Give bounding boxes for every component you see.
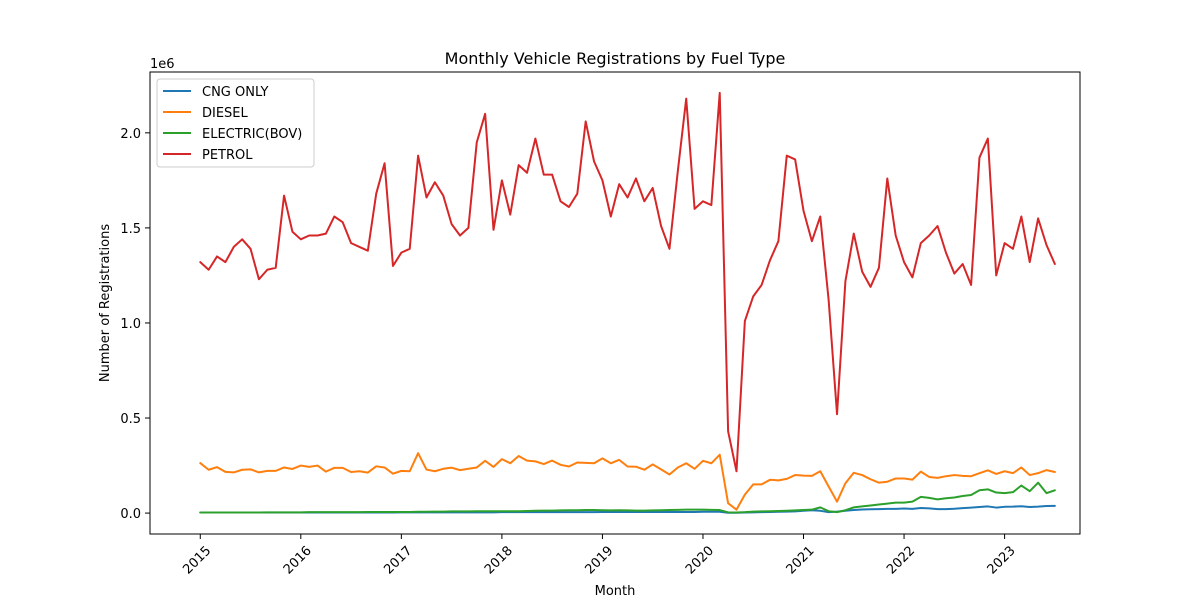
plot-area	[149, 71, 1081, 535]
y-axis-label: Number of Registrations	[98, 224, 113, 382]
legend-label: DIESEL	[202, 106, 249, 121]
x-axis-label: Month	[595, 584, 636, 599]
y-tick-label: 0.0	[120, 507, 141, 522]
y-tick-label: 1.0	[120, 317, 141, 332]
series-line-petrol	[199, 91, 1056, 473]
legend: CNG ONLY DIESEL ELECTRIC(BOV) PETROL	[156, 78, 315, 168]
legend-label: CNG ONLY	[202, 85, 268, 100]
series-line-electric-bov	[199, 481, 1056, 514]
y-tick-label: 0.5	[120, 412, 141, 427]
legend-label: ELECTRIC(BOV)	[202, 127, 302, 142]
legend-label: PETROL	[202, 148, 253, 163]
y-offset-label: 1e6	[150, 57, 175, 72]
chart-title: Monthly Vehicle Registrations by Fuel Ty…	[445, 49, 786, 68]
y-axis-ticks: 0.0 0.5 1.0 1.5 2.0	[120, 127, 150, 522]
series-layer	[199, 91, 1056, 514]
y-tick-label: 2.0	[120, 127, 141, 142]
axes-frame	[149, 71, 1081, 535]
legend-frame	[156, 78, 315, 168]
series-line-diesel	[199, 452, 1056, 511]
y-tick-label: 1.5	[120, 222, 141, 237]
